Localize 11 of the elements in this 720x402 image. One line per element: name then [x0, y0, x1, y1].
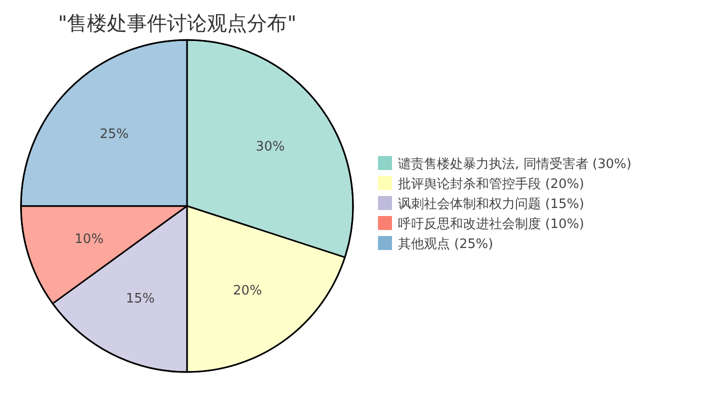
- legend-label: 谴责售楼处暴力执法, 同情受害者 (30%): [398, 156, 632, 172]
- legend-label: 呼吁反思和改进社会制度 (10%): [398, 216, 584, 232]
- chart-title: "售楼处事件讨论观点分布": [58, 11, 296, 35]
- legend-label: 其他观点 (25%): [398, 237, 494, 252]
- legend-label: 讽刺社会体制和权力问题 (15%): [398, 197, 584, 212]
- legend-label: 批评舆论封杀和管控手段 (20%): [398, 177, 584, 192]
- data-label: 30%: [256, 140, 285, 155]
- data-label: 10%: [74, 232, 104, 247]
- data-label: 20%: [233, 283, 262, 298]
- data-label: 25%: [100, 127, 129, 142]
- data-label: 15%: [126, 292, 155, 307]
